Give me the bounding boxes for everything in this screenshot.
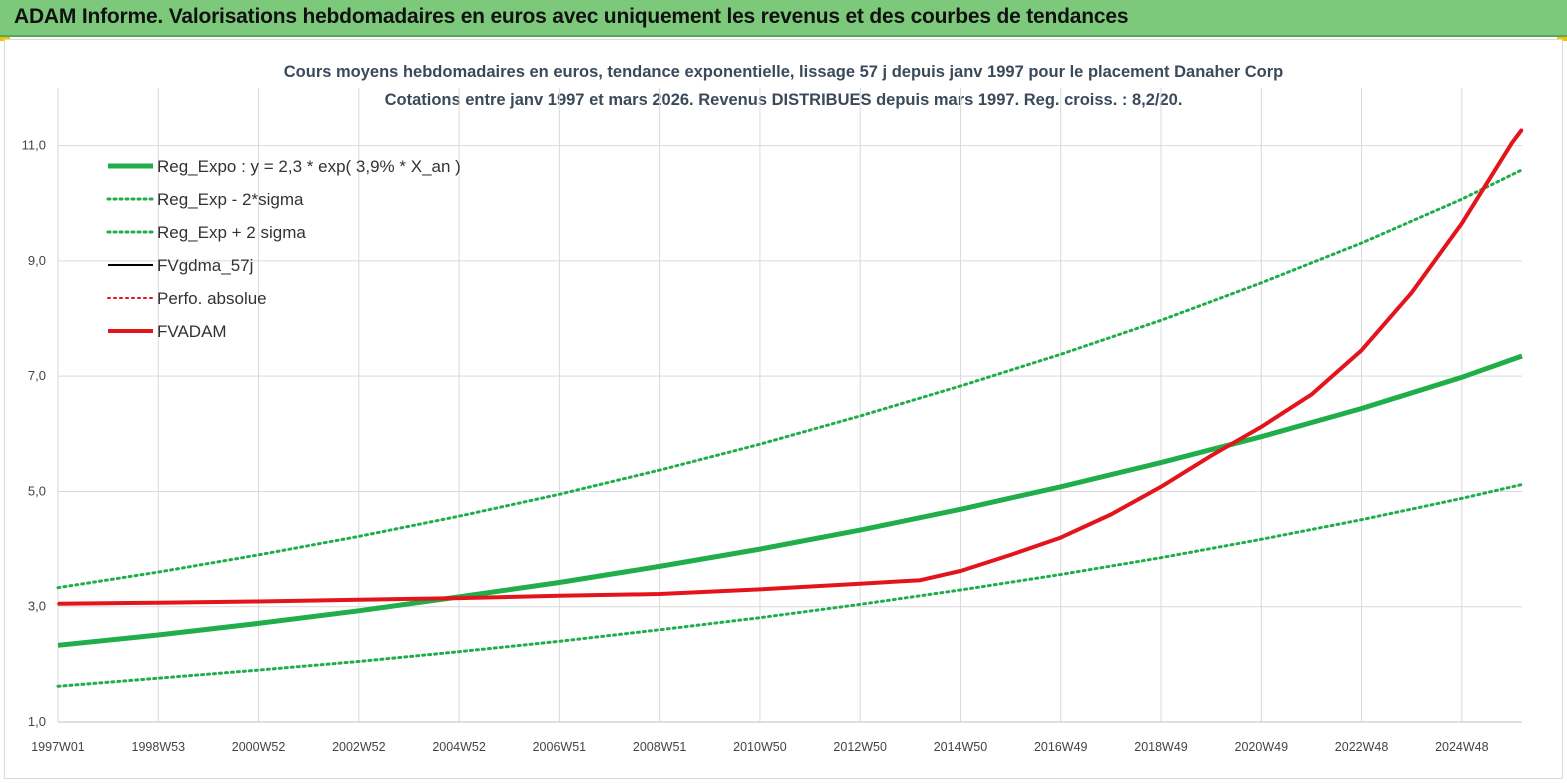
- legend-label-1: Reg_Exp - 2*sigma: [157, 190, 304, 209]
- axes: 1,0 3,0 5,0 7,0 9,0 11,0 1997W01 1998W53 2000W52…: [22, 88, 1522, 754]
- banner-title: ADAM Informe. Valorisations hebdomadaire…: [14, 5, 1129, 28]
- x-tick-label: 2016W49: [1034, 740, 1088, 754]
- x-tick-label: 2010W50: [733, 740, 787, 754]
- series-line-0: [57, 353, 1523, 648]
- series-line-1: [56, 483, 1524, 688]
- x-tick-label: 2012W50: [833, 740, 887, 754]
- y-tick-label: 11,0: [22, 138, 46, 153]
- legend-label-4: Perfo. absolue: [157, 289, 267, 308]
- series-lines: [56, 128, 1524, 688]
- x-tick-label: 2000W52: [232, 740, 286, 754]
- x-tick-label: 2014W50: [934, 740, 988, 754]
- y-tick-label: 9,0: [28, 253, 46, 268]
- x-tick-label: 2006W51: [533, 740, 587, 754]
- legend: Reg_Expo : y = 2,3 * exp( 3,9% * X_an ) R…: [106, 157, 461, 341]
- grid-lines: [57, 88, 1522, 723]
- y-tick-label: 3,0: [28, 599, 46, 614]
- x-tick-label: 2002W52: [332, 740, 386, 754]
- report-banner: ADAM Informe. Valorisations hebdomadaire…: [0, 0, 1567, 37]
- y-tick-label: 1,0: [28, 714, 46, 729]
- y-tick-label: 5,0: [28, 483, 46, 498]
- y-tick-label: 7,0: [28, 368, 46, 383]
- x-tick-label: 2004W52: [432, 740, 486, 754]
- legend-label-2: Reg_Exp + 2 sigma: [157, 223, 306, 242]
- chart-area: [4, 39, 1563, 779]
- x-tick-label: 2020W49: [1235, 740, 1289, 754]
- legend-label-3: FVgdma_57j: [157, 256, 253, 275]
- chart-title: Cours moyens hebdomadaires en euros, ten…: [283, 63, 1284, 81]
- series-line-5: [57, 128, 1524, 606]
- x-tick-label: 2022W48: [1335, 740, 1389, 754]
- x-tick-label: 1998W53: [132, 740, 186, 754]
- legend-label-5: FVADAM: [157, 322, 227, 341]
- x-tick-label: 1997W01: [31, 740, 85, 754]
- x-tick-label: 2024W48: [1435, 740, 1489, 754]
- series-line-2: [56, 168, 1524, 590]
- chart-subtitle: Cotations entre janv 1997 et mars 2026. …: [384, 91, 1183, 109]
- x-tick-label: 2018W49: [1134, 740, 1188, 754]
- legend-label-0: Reg_Expo : y = 2,3 * exp( 3,9% * X_an ): [157, 157, 461, 176]
- x-tick-label: 2008W51: [633, 740, 687, 754]
